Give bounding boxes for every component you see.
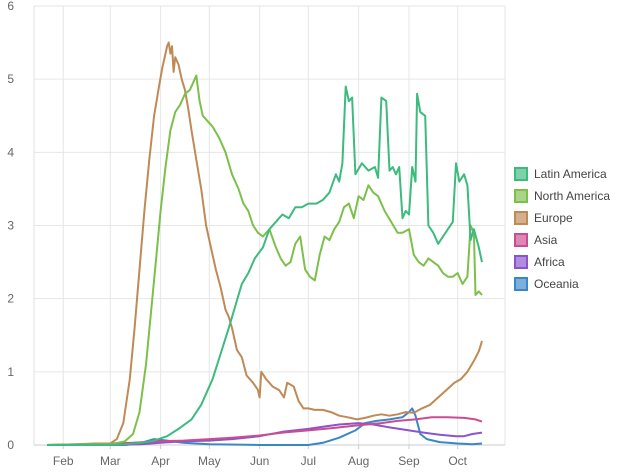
legend-swatch bbox=[514, 211, 528, 225]
axes: 0 1 2 3 4 5 6 Feb Mar Apr May Jun Jul Aug Sep Oct bbox=[7, 0, 506, 468]
x-tick-label: Feb bbox=[53, 454, 74, 468]
legend-item-asia[interactable]: Asia bbox=[514, 229, 618, 251]
x-tick-label: Mar bbox=[100, 454, 121, 468]
series-line-oceania bbox=[47, 407, 483, 446]
y-tick-label: 3 bbox=[7, 219, 14, 233]
x-tick-label: Jul bbox=[301, 454, 316, 468]
legend-label: Latin America bbox=[534, 167, 607, 181]
x-tick-label: Aug bbox=[348, 454, 369, 468]
legend-swatch bbox=[514, 189, 528, 203]
series-line-north-america bbox=[46, 74, 483, 446]
x-tick-label: May bbox=[198, 454, 221, 468]
series-line-latin-america bbox=[47, 85, 483, 446]
legend-swatch bbox=[514, 233, 528, 247]
legend-item-north-america[interactable]: North America bbox=[514, 185, 618, 207]
legend-swatch bbox=[514, 277, 528, 291]
legend-item-europe[interactable]: Europe bbox=[514, 207, 618, 229]
x-tick-label: Oct bbox=[448, 454, 467, 468]
x-tick-label: Jun bbox=[250, 454, 269, 468]
y-tick-label: 1 bbox=[7, 365, 14, 379]
legend-item-africa[interactable]: Africa bbox=[514, 251, 618, 273]
grid bbox=[34, 5, 505, 446]
y-tick-label: 5 bbox=[7, 72, 14, 86]
legend-label: Asia bbox=[534, 233, 558, 247]
legend-label: Africa bbox=[534, 255, 565, 269]
legend-label: Europe bbox=[534, 211, 573, 225]
y-tick-label: 4 bbox=[7, 145, 14, 159]
legend-swatch bbox=[514, 167, 528, 181]
y-tick-label: 6 bbox=[7, 0, 14, 13]
x-tick-label: Apr bbox=[151, 454, 170, 468]
x-tick-label: Sep bbox=[398, 454, 420, 468]
series bbox=[46, 41, 483, 446]
legend-label: North America bbox=[534, 189, 611, 203]
series-line-europe bbox=[46, 41, 483, 446]
legend-item-latin-america[interactable]: Latin America bbox=[514, 163, 618, 185]
legend: Latin America North America Europe Asia Afri… bbox=[514, 163, 618, 295]
y-tick-label: 2 bbox=[7, 292, 14, 306]
legend-label: Oceania bbox=[534, 277, 579, 291]
legend-swatch bbox=[514, 255, 528, 269]
legend-item-oceania[interactable]: Oceania bbox=[514, 273, 618, 295]
series-line-africa bbox=[47, 422, 483, 446]
y-tick-label: 0 bbox=[7, 438, 14, 452]
